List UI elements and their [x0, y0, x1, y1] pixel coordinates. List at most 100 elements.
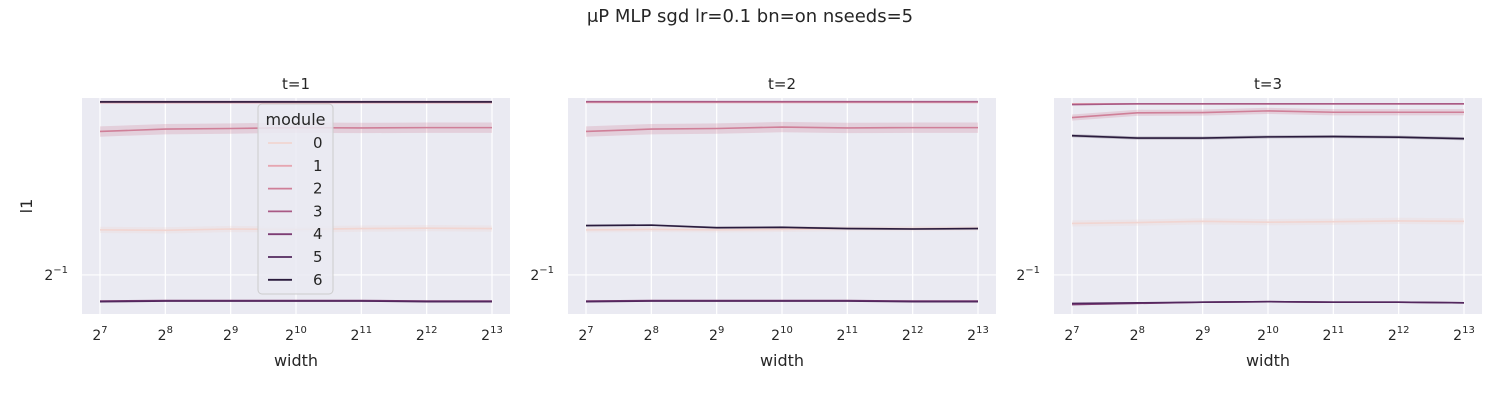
legend-item-6: 6	[268, 271, 323, 289]
x-tick-exponent: 10	[294, 325, 307, 336]
x-axis-label: width	[274, 351, 318, 370]
x-tick-exponent: 10	[1266, 325, 1279, 336]
x-tick-base: 2	[481, 328, 490, 344]
y-tick-base: 2	[44, 268, 53, 284]
legend-label: 2	[313, 180, 323, 198]
x-tick-base: 2	[644, 328, 653, 344]
y-tick-exponent: −1	[53, 265, 68, 276]
x-tick-label: 28	[158, 325, 173, 344]
x-tick-base: 2	[1453, 328, 1462, 344]
x-tick-label: 210	[771, 325, 793, 344]
legend-label: 1	[313, 157, 323, 175]
x-tick-label: 28	[1130, 325, 1145, 344]
x-tick-exponent: 9	[1204, 325, 1210, 336]
x-tick-exponent: 8	[1139, 325, 1145, 336]
y-tick-exponent: −1	[1025, 265, 1040, 276]
x-tick-base: 2	[1130, 328, 1139, 344]
x-tick-base: 2	[223, 328, 232, 344]
x-tick-label: 27	[578, 325, 593, 344]
series-2-line	[1071, 110, 1464, 119]
series-2-line	[585, 126, 978, 133]
x-tick-exponent: 10	[780, 325, 793, 336]
x-tick-exponent: 13	[976, 325, 989, 336]
x-tick-base: 2	[837, 328, 846, 344]
x-tick-exponent: 7	[101, 325, 107, 336]
series-5-line	[1071, 300, 1465, 305]
panel-title: t=3	[1254, 75, 1282, 93]
x-tick-base: 2	[351, 328, 360, 344]
x-tick-label: 210	[285, 325, 307, 344]
x-tick-base: 2	[709, 328, 718, 344]
x-tick-label: 212	[902, 325, 924, 344]
x-tick-label: 211	[837, 325, 859, 344]
x-tick-label: 28	[644, 325, 659, 344]
y-tick-label: 2−1	[1016, 265, 1040, 284]
y-tick-label: 2−1	[530, 265, 554, 284]
x-tick-label: 213	[1453, 325, 1475, 344]
legend-item-1: 1	[268, 157, 323, 175]
x-tick-label: 27	[1064, 325, 1079, 344]
x-tick-exponent: 11	[845, 325, 858, 336]
series-3-line	[1071, 103, 1464, 106]
x-tick-label: 212	[416, 325, 438, 344]
x-tick-label: 213	[481, 325, 503, 344]
x-tick-label: 211	[1323, 325, 1345, 344]
series-2-ci-band	[586, 121, 978, 137]
series-6-line	[1071, 134, 1465, 140]
x-tick-label: 210	[1257, 325, 1279, 344]
series-6-line	[585, 224, 979, 230]
x-tick-exponent: 12	[911, 325, 924, 336]
y-tick-label: 2−1	[44, 265, 68, 284]
series-5-line	[585, 300, 978, 303]
legend-label: 3	[313, 202, 323, 220]
x-tick-base: 2	[285, 328, 294, 344]
legend: module 0 1 2 3 4 5 6	[257, 103, 334, 295]
x-tick-exponent: 8	[167, 325, 173, 336]
x-tick-label: 27	[92, 325, 107, 344]
x-tick-exponent: 9	[718, 325, 724, 336]
x-tick-exponent: 11	[359, 325, 372, 336]
y-tick-exponent: −1	[539, 265, 554, 276]
x-tick-base: 2	[1257, 328, 1266, 344]
x-tick-label: 29	[1195, 325, 1210, 344]
series-5-line	[99, 300, 492, 303]
x-tick-label: 29	[223, 325, 238, 344]
x-tick-base: 2	[967, 328, 976, 344]
x-tick-exponent: 12	[425, 325, 438, 336]
legend-item-0: 0	[268, 134, 323, 152]
legend-label: 0	[313, 134, 323, 152]
x-axis-label: width	[1246, 351, 1290, 370]
x-tick-base: 2	[158, 328, 167, 344]
x-tick-base: 2	[416, 328, 425, 344]
x-tick-exponent: 11	[1331, 325, 1344, 336]
legend-title: module	[266, 110, 326, 129]
x-tick-label: 212	[1388, 325, 1410, 344]
legend-label: 6	[313, 271, 323, 289]
legend-item-2: 2	[268, 180, 323, 198]
legend-item-4: 4	[268, 225, 323, 243]
x-tick-label: 211	[351, 325, 373, 344]
x-tick-exponent: 9	[232, 325, 238, 336]
x-tick-exponent: 7	[587, 325, 593, 336]
legend-label: 5	[313, 248, 323, 266]
y-tick-base: 2	[1016, 268, 1025, 284]
figure-suptitle: μP MLP sgd lr=0.1 bn=on nseeds=5	[587, 6, 913, 27]
y-axis-label: l1	[17, 199, 36, 214]
panel-title: t=1	[282, 75, 310, 93]
series-0-line	[1071, 220, 1465, 225]
x-tick-base: 2	[1064, 328, 1073, 344]
panel-title: t=2	[768, 75, 796, 93]
x-tick-exponent: 12	[1397, 325, 1410, 336]
x-tick-base: 2	[771, 328, 780, 344]
x-tick-exponent: 13	[1462, 325, 1475, 336]
legend-box	[257, 103, 334, 295]
legend-item-3: 3	[268, 202, 323, 220]
x-tick-exponent: 8	[653, 325, 659, 336]
x-tick-base: 2	[1195, 328, 1204, 344]
x-tick-exponent: 7	[1073, 325, 1079, 336]
x-tick-base: 2	[578, 328, 587, 344]
legend-item-5: 5	[268, 248, 323, 266]
x-tick-base: 2	[1388, 328, 1397, 344]
